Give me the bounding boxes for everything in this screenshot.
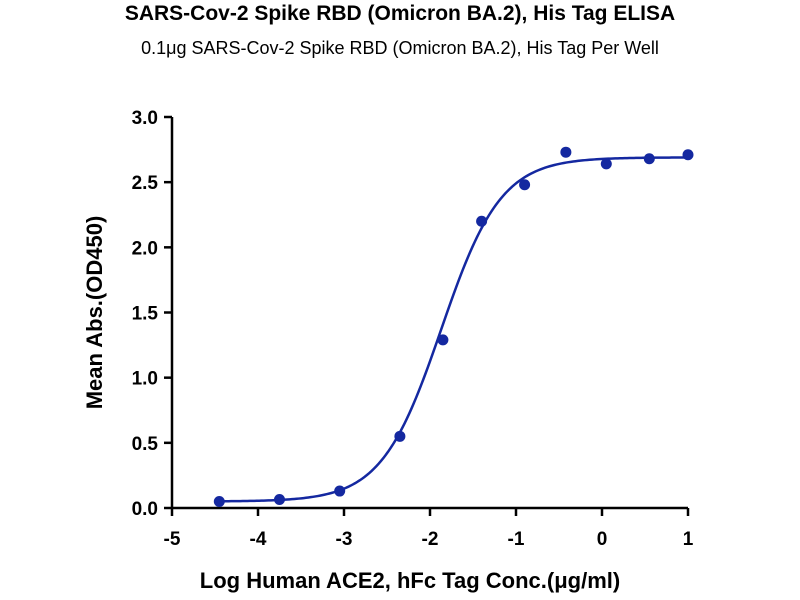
data-point [274, 494, 285, 506]
y-tick-label: 1.5 [132, 304, 159, 325]
data-point [476, 215, 488, 227]
y-tick-label: 0.0 [132, 499, 158, 520]
y-tick-label: 2.5 [132, 173, 159, 194]
x-tick-label: -3 [336, 529, 353, 550]
y-tick-label: 1.0 [132, 369, 158, 390]
axes: -5 -4 -3 -2 -1 0 1 0.0 0.5 1.0 1.5 2.0 2.5 3.0 [132, 108, 694, 550]
x-axis-title: Log Human ACE2, hFc Tag Conc.(μg/ml) [200, 568, 620, 593]
y-tick-label: 2.0 [132, 238, 158, 259]
fit-curve [219, 156, 689, 503]
x-tick-label: 0 [597, 529, 608, 550]
data-point [643, 153, 655, 165]
data-point [437, 334, 449, 346]
data-point [334, 485, 346, 497]
x-tick-label: -4 [250, 529, 267, 550]
data-point [394, 430, 406, 442]
x-tick-label: -2 [422, 529, 439, 550]
y-tick-label: 0.5 [132, 434, 159, 455]
data-point [560, 146, 572, 158]
fit-curve-layer [219, 156, 689, 503]
data-point [213, 495, 225, 507]
y-tick-label: 3.0 [132, 108, 158, 129]
chart-subtitle: 0.1μg SARS-Cov-2 Spike RBD (Omicron BA.2… [141, 38, 659, 58]
chart-title: SARS-Cov-2 Spike RBD (Omicron BA.2), His… [124, 2, 676, 25]
data-point [519, 179, 531, 191]
x-tick-label: -5 [164, 529, 181, 550]
x-tick-label: 1 [683, 529, 694, 550]
data-point [682, 149, 694, 161]
data-point [600, 158, 612, 170]
y-axis-title: Mean Abs.(OD450) [82, 216, 107, 410]
x-tick-label: -1 [508, 529, 525, 550]
data-points-layer [213, 146, 694, 507]
